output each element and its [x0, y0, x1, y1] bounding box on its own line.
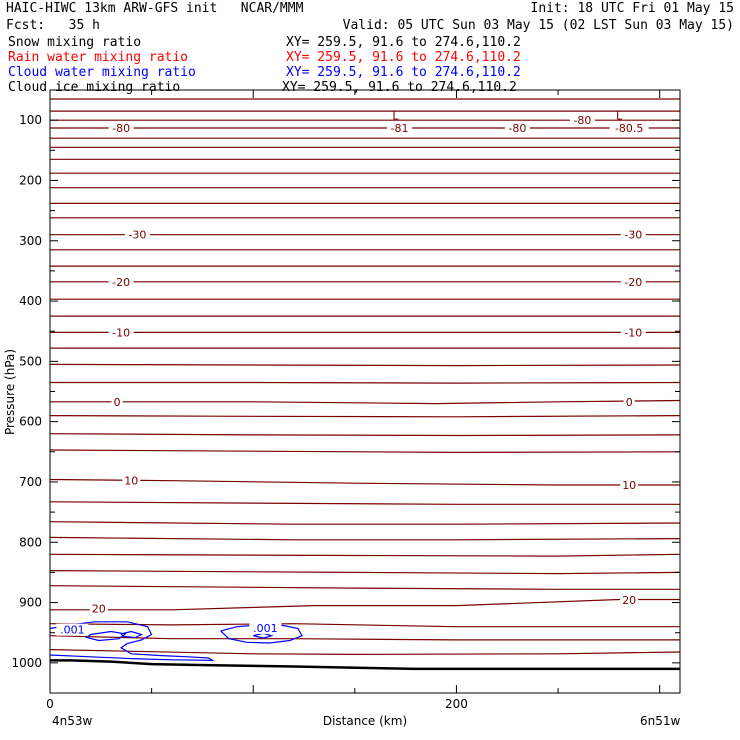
- isotherm-line: [50, 399, 681, 405]
- isotherm-label: 20: [622, 594, 636, 607]
- y-tick-label: 200: [19, 173, 42, 187]
- cloud-water-contour: [85, 630, 127, 642]
- isotherm-label: -30: [128, 229, 146, 242]
- x-tick-label: 0: [46, 697, 54, 711]
- x-start-location: 4n53w: [52, 714, 93, 728]
- isotherm-label-bg: [124, 228, 150, 241]
- y-tick-label: 400: [19, 294, 42, 308]
- isotherm-label-bg: [620, 326, 646, 339]
- isotherm-label-bg: [108, 326, 134, 339]
- isotherm-label-bg: [620, 228, 646, 241]
- isotherm-label-bg: [504, 121, 530, 134]
- legend-cloud-water-xy: XY= 259.5, 91.6 to 274.6,110.2: [286, 65, 521, 80]
- isotherm-line: [49, 623, 680, 628]
- cloud-water-contour: [120, 630, 144, 639]
- isotherm-label: -81: [391, 122, 409, 135]
- isotherm-label: -20: [112, 276, 130, 289]
- isotherm-line: [49, 536, 681, 541]
- cloud-water-contour: [49, 621, 215, 662]
- isotherm-label-bg: [620, 275, 646, 288]
- low-marker: L: [392, 109, 399, 122]
- y-tick-label: 700: [19, 475, 42, 489]
- isotherm-line: [49, 478, 680, 486]
- isotherm-label-bg: [609, 121, 649, 134]
- isotherm-line: [49, 415, 681, 418]
- legend-snow-label: Snow mixing ratio: [8, 35, 142, 50]
- valid-time: Valid: 05 UTC Sun 03 May 15 (02 LST Sun …: [342, 18, 734, 33]
- isotherm-label: -20: [624, 276, 642, 289]
- y-tick-label: 1000: [11, 656, 42, 670]
- isotherm-line: [49, 363, 681, 367]
- y-tick-label: 800: [19, 535, 42, 549]
- isotherm-line: [49, 553, 681, 557]
- isotherm-label: -30: [624, 229, 642, 242]
- plot-frame: [49, 89, 681, 694]
- x-tick-label: 200: [445, 697, 468, 711]
- isotherm-label-bg: [620, 594, 639, 607]
- y-tick-label: 500: [19, 354, 42, 368]
- isotherm-label-bg: [108, 275, 134, 288]
- isotherm-label: -80: [508, 122, 526, 135]
- isotherm-label: 10: [622, 479, 636, 492]
- legend-cloud-ice-xy: XY= 259.5, 91.6 to 274.6,110.2: [282, 80, 517, 95]
- isotherm-label: -10: [624, 326, 642, 339]
- isotherm-label: -80: [573, 114, 591, 127]
- isotherm-label: -10: [112, 326, 130, 339]
- isotherm-label-bg: [111, 395, 123, 408]
- isotherm-label-bg: [620, 478, 639, 491]
- legend-cloud-water-label: Cloud water mixing ratio: [8, 65, 196, 80]
- isotherm-label: -80.5: [615, 122, 643, 135]
- isotherm-line: [49, 649, 681, 656]
- cloud-water-label: .001: [60, 624, 85, 637]
- isotherm-line: [49, 569, 681, 575]
- isotherm-line: [49, 521, 681, 525]
- figure-title: HAIC-HIWC 13km ARW-GFS init NCAR/MMM: [6, 1, 304, 16]
- plot-layer: -80 -81 -80 -80 -80.5 -30 -30 -20 -20 -10 -10 0 0 10 1…: [49, 98, 681, 671]
- cloud-label-bg: [249, 621, 282, 634]
- legend-rain-label: Rain water mixing ratio: [8, 50, 189, 65]
- isotherm-line: [50, 598, 680, 611]
- forecast-hour: Fcst: 35 h: [6, 18, 100, 33]
- x-end-location: 6n51w: [640, 714, 681, 728]
- isotherm-line: [49, 433, 681, 437]
- isotherm-label-bg: [89, 602, 108, 615]
- isotherm-label-bg: [108, 121, 134, 134]
- legend-cloud-ice-label: Cloud ice mixing ratio: [8, 80, 181, 95]
- isotherm-label: 0: [626, 396, 633, 409]
- init-time: Init: 18 UTC Fri 01 May 15: [530, 1, 735, 16]
- cloud-water-label: .001: [253, 622, 278, 635]
- legend-snow-xy: XY= 259.5, 91.6 to 274.6,110.2: [286, 35, 521, 50]
- isotherm-label: -80: [112, 122, 130, 135]
- cloud-label-bg: [56, 623, 89, 636]
- terrain-line: [50, 659, 680, 671]
- x-axis-title: Distance (km): [323, 714, 407, 728]
- y-tick-label: 100: [19, 113, 42, 127]
- isotherm-label: 0: [114, 396, 121, 409]
- isotherm-line: [49, 585, 680, 590]
- isotherm-line: [49, 449, 681, 453]
- isotherm-label: 20: [92, 603, 106, 616]
- y-tick-label: 900: [19, 596, 42, 610]
- y-axis-title: Pressure (hPa): [3, 349, 17, 435]
- cloud-water-contour: [253, 632, 274, 639]
- isotherm-label-bg: [387, 121, 413, 134]
- isotherm-line: [50, 381, 681, 384]
- isotherm-line: [49, 501, 680, 505]
- isotherm-label: 10: [124, 475, 138, 488]
- isotherm-label-bg: [122, 474, 141, 487]
- low-marker: L: [616, 109, 623, 122]
- legend-rain-xy: XY= 259.5, 91.6 to 274.6,110.2: [286, 50, 521, 65]
- isotherm-label-bg: [623, 395, 635, 408]
- y-tick-label: 300: [19, 234, 42, 248]
- isotherm-label-bg: [569, 114, 595, 127]
- y-tick-label: 600: [19, 415, 42, 429]
